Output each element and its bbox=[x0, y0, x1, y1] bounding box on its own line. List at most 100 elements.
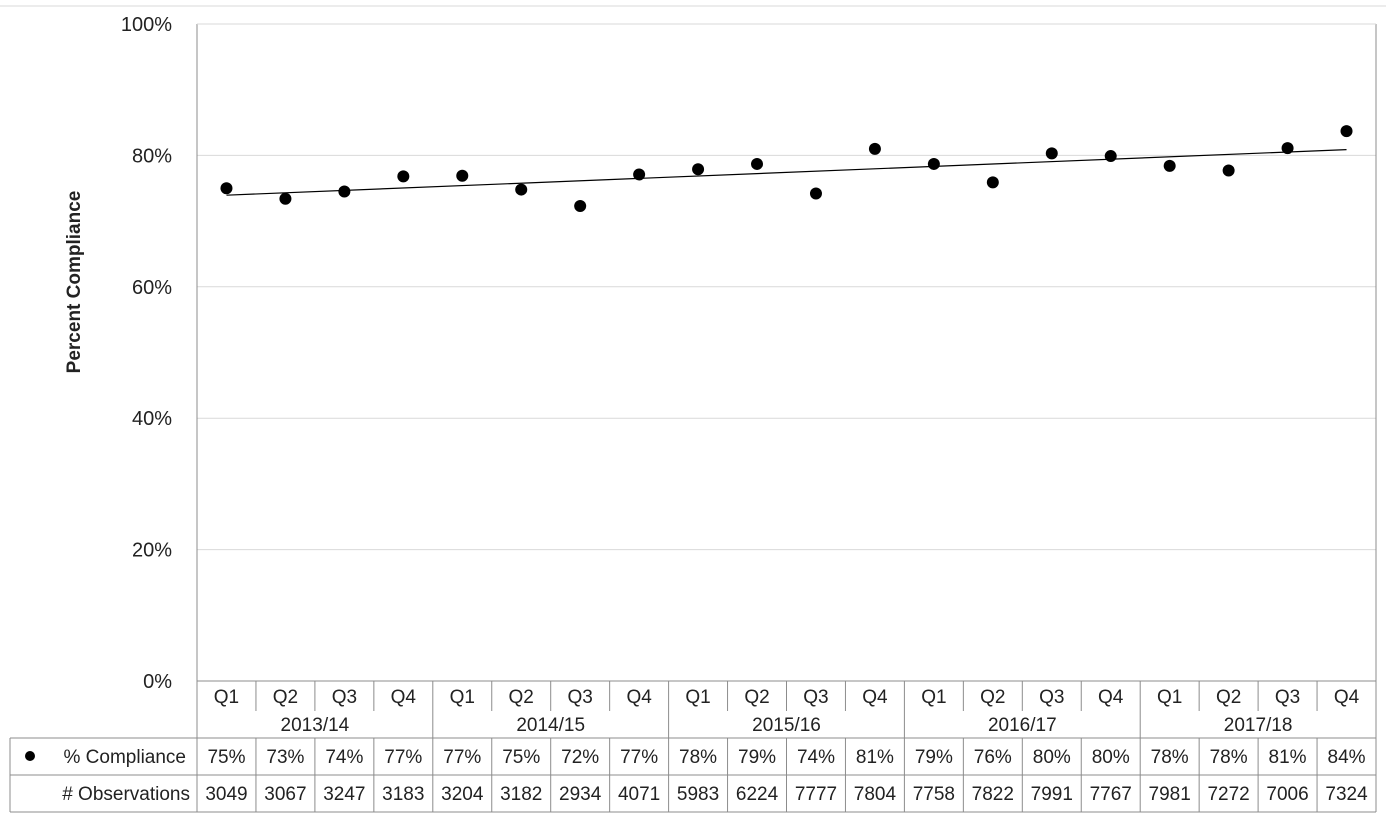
data-point bbox=[1104, 150, 1117, 163]
observations-cell: 7272 bbox=[1207, 784, 1249, 805]
observations-cell: 4071 bbox=[618, 784, 660, 805]
compliance-cell: 79% bbox=[738, 747, 776, 768]
quarter-label: Q3 bbox=[567, 687, 592, 708]
observations-cell: 3067 bbox=[264, 784, 306, 805]
observations-cell: 2934 bbox=[559, 784, 602, 805]
compliance-cell: 74% bbox=[325, 747, 363, 768]
y-tick-label: 40% bbox=[132, 408, 172, 430]
data-point bbox=[1340, 125, 1353, 138]
data-point bbox=[927, 157, 940, 170]
compliance-cell: 78% bbox=[1151, 747, 1189, 768]
data-point bbox=[633, 168, 646, 181]
compliance-cell: 79% bbox=[915, 747, 953, 768]
observations-cell: 7006 bbox=[1266, 784, 1308, 805]
data-point bbox=[338, 185, 351, 198]
observations-cell: 3049 bbox=[205, 784, 247, 805]
compliance-cell: 81% bbox=[1269, 747, 1307, 768]
observations-cell: 3204 bbox=[441, 784, 484, 805]
y-axis-label: Percent Compliance bbox=[64, 191, 85, 374]
data-point bbox=[574, 199, 587, 212]
fiscal-year-label: 2016/17 bbox=[988, 715, 1057, 736]
quarter-label: Q3 bbox=[1275, 687, 1300, 708]
fiscal-year-label: 2017/18 bbox=[1224, 715, 1293, 736]
compliance-cell: 76% bbox=[974, 747, 1012, 768]
quarter-label: Q2 bbox=[744, 687, 769, 708]
quarter-label: Q4 bbox=[862, 687, 888, 708]
trendline bbox=[226, 149, 1347, 196]
compliance-cell: 75% bbox=[502, 747, 540, 768]
compliance-cell: 75% bbox=[207, 747, 245, 768]
data-point bbox=[220, 182, 233, 195]
y-tick-label: 60% bbox=[132, 277, 172, 299]
compliance-cell: 77% bbox=[384, 747, 422, 768]
quarter-label: Q3 bbox=[332, 687, 357, 708]
quarter-label: Q1 bbox=[921, 687, 946, 708]
compliance-cell: 74% bbox=[797, 747, 835, 768]
quarter-label: Q2 bbox=[509, 687, 534, 708]
row-header-observations: # Observations bbox=[62, 784, 190, 805]
quarter-label: Q3 bbox=[1039, 687, 1064, 708]
observations-cell: 7991 bbox=[1031, 784, 1073, 805]
quarter-label: Q1 bbox=[1157, 687, 1182, 708]
quarter-label: Q1 bbox=[214, 687, 239, 708]
fiscal-year-label: 2014/15 bbox=[516, 715, 585, 736]
y-tick-label: 20% bbox=[132, 540, 172, 562]
y-tick-label: 80% bbox=[132, 145, 172, 167]
data-point bbox=[1281, 142, 1294, 155]
quarter-label: Q3 bbox=[803, 687, 828, 708]
quarter-label: Q2 bbox=[1216, 687, 1241, 708]
data-table: Q1 Q2 Q3 Q4 Q1 Q2 Q3 Q4 Q1 Q2 Q3 Q4 Q1 Q2 Q3 Q4 Q1 Q2 Q3 Q4… bbox=[9, 680, 1377, 813]
observations-cell: 3247 bbox=[323, 784, 365, 805]
observations-cell: 7324 bbox=[1325, 784, 1368, 805]
compliance-cell: 72% bbox=[561, 747, 599, 768]
data-point bbox=[751, 157, 764, 170]
quarter-label: Q4 bbox=[391, 687, 417, 708]
compliance-cell: 78% bbox=[1210, 747, 1248, 768]
legend-marker bbox=[25, 751, 35, 761]
quarter-label: Q4 bbox=[1098, 687, 1124, 708]
observations-cell: 7758 bbox=[913, 784, 955, 805]
observations-cell: 3183 bbox=[382, 784, 424, 805]
compliance-cell: 80% bbox=[1033, 747, 1071, 768]
compliance-cell: 78% bbox=[679, 747, 717, 768]
fiscal-year-label: 2013/14 bbox=[281, 715, 350, 736]
quarter-label: Q1 bbox=[450, 687, 475, 708]
observations-cell: 5983 bbox=[677, 784, 719, 805]
gridlines bbox=[197, 23, 1376, 551]
compliance-cell: 73% bbox=[266, 747, 304, 768]
compliance-cell: 81% bbox=[856, 747, 894, 768]
data-point bbox=[397, 170, 410, 183]
fiscal-year-label: 2015/16 bbox=[752, 715, 821, 736]
observations-cell: 6224 bbox=[736, 784, 779, 805]
observations-cell: 7981 bbox=[1149, 784, 1191, 805]
quarter-label: Q4 bbox=[1334, 687, 1360, 708]
data-point bbox=[279, 192, 292, 205]
data-point bbox=[1222, 164, 1235, 177]
compliance-cell: 80% bbox=[1092, 747, 1130, 768]
row-header-compliance: % Compliance bbox=[64, 747, 187, 768]
data-points bbox=[220, 125, 1353, 212]
trendline-line bbox=[226, 149, 1347, 196]
data-point bbox=[456, 169, 469, 182]
compliance-cell: 77% bbox=[443, 747, 481, 768]
quarter-label: Q2 bbox=[980, 687, 1005, 708]
data-point bbox=[868, 142, 881, 155]
y-tick-label: 100% bbox=[121, 14, 172, 36]
data-point bbox=[1163, 159, 1176, 172]
compliance-cell: 77% bbox=[620, 747, 658, 768]
observations-cell: 7804 bbox=[854, 784, 897, 805]
data-point bbox=[1045, 147, 1058, 160]
data-point bbox=[986, 176, 999, 189]
plot-frame bbox=[196, 23, 1377, 681]
quarter-label: Q1 bbox=[685, 687, 710, 708]
y-axis-tick-labels: 0% 20% 40% 60% 80% 100% bbox=[121, 14, 172, 693]
quarter-label: Q4 bbox=[626, 687, 652, 708]
observations-cell: 7822 bbox=[972, 784, 1014, 805]
quarter-label: Q2 bbox=[273, 687, 298, 708]
data-point bbox=[515, 183, 528, 196]
observations-cell: 7777 bbox=[795, 784, 837, 805]
data-point bbox=[692, 163, 705, 176]
y-tick-label: 0% bbox=[143, 671, 172, 693]
data-point bbox=[809, 187, 822, 200]
